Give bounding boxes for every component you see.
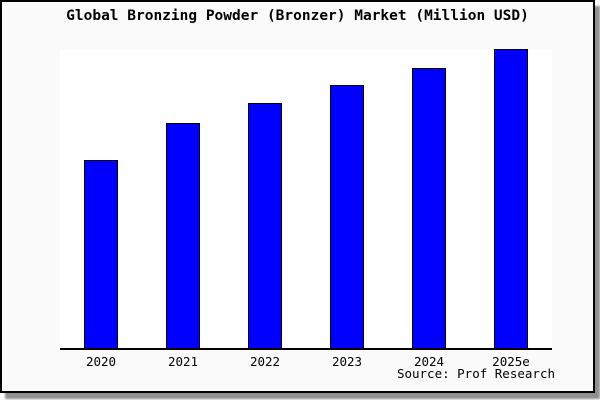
bar-2022	[248, 103, 282, 348]
bar-2024	[412, 68, 446, 348]
bar-2021	[166, 123, 200, 348]
chart-frame: Global Bronzing Powder (Bronzer) Market …	[0, 0, 595, 393]
x-tick-2022: 2022	[249, 354, 281, 369]
plot-area	[60, 49, 552, 350]
x-tick-2025e: 2025e	[492, 354, 530, 369]
source-note: Source: Prof Research	[396, 366, 555, 381]
chart-title: Global Bronzing Powder (Bronzer) Market …	[66, 8, 529, 24]
bar-2023	[330, 85, 364, 348]
x-tick-2021: 2021	[167, 354, 199, 369]
x-tick-2020: 2020	[85, 354, 117, 369]
bar-2020	[84, 160, 118, 348]
x-tick-2023: 2023	[331, 354, 363, 369]
bar-2025e	[494, 49, 528, 348]
x-tick-2024: 2024	[413, 354, 445, 369]
